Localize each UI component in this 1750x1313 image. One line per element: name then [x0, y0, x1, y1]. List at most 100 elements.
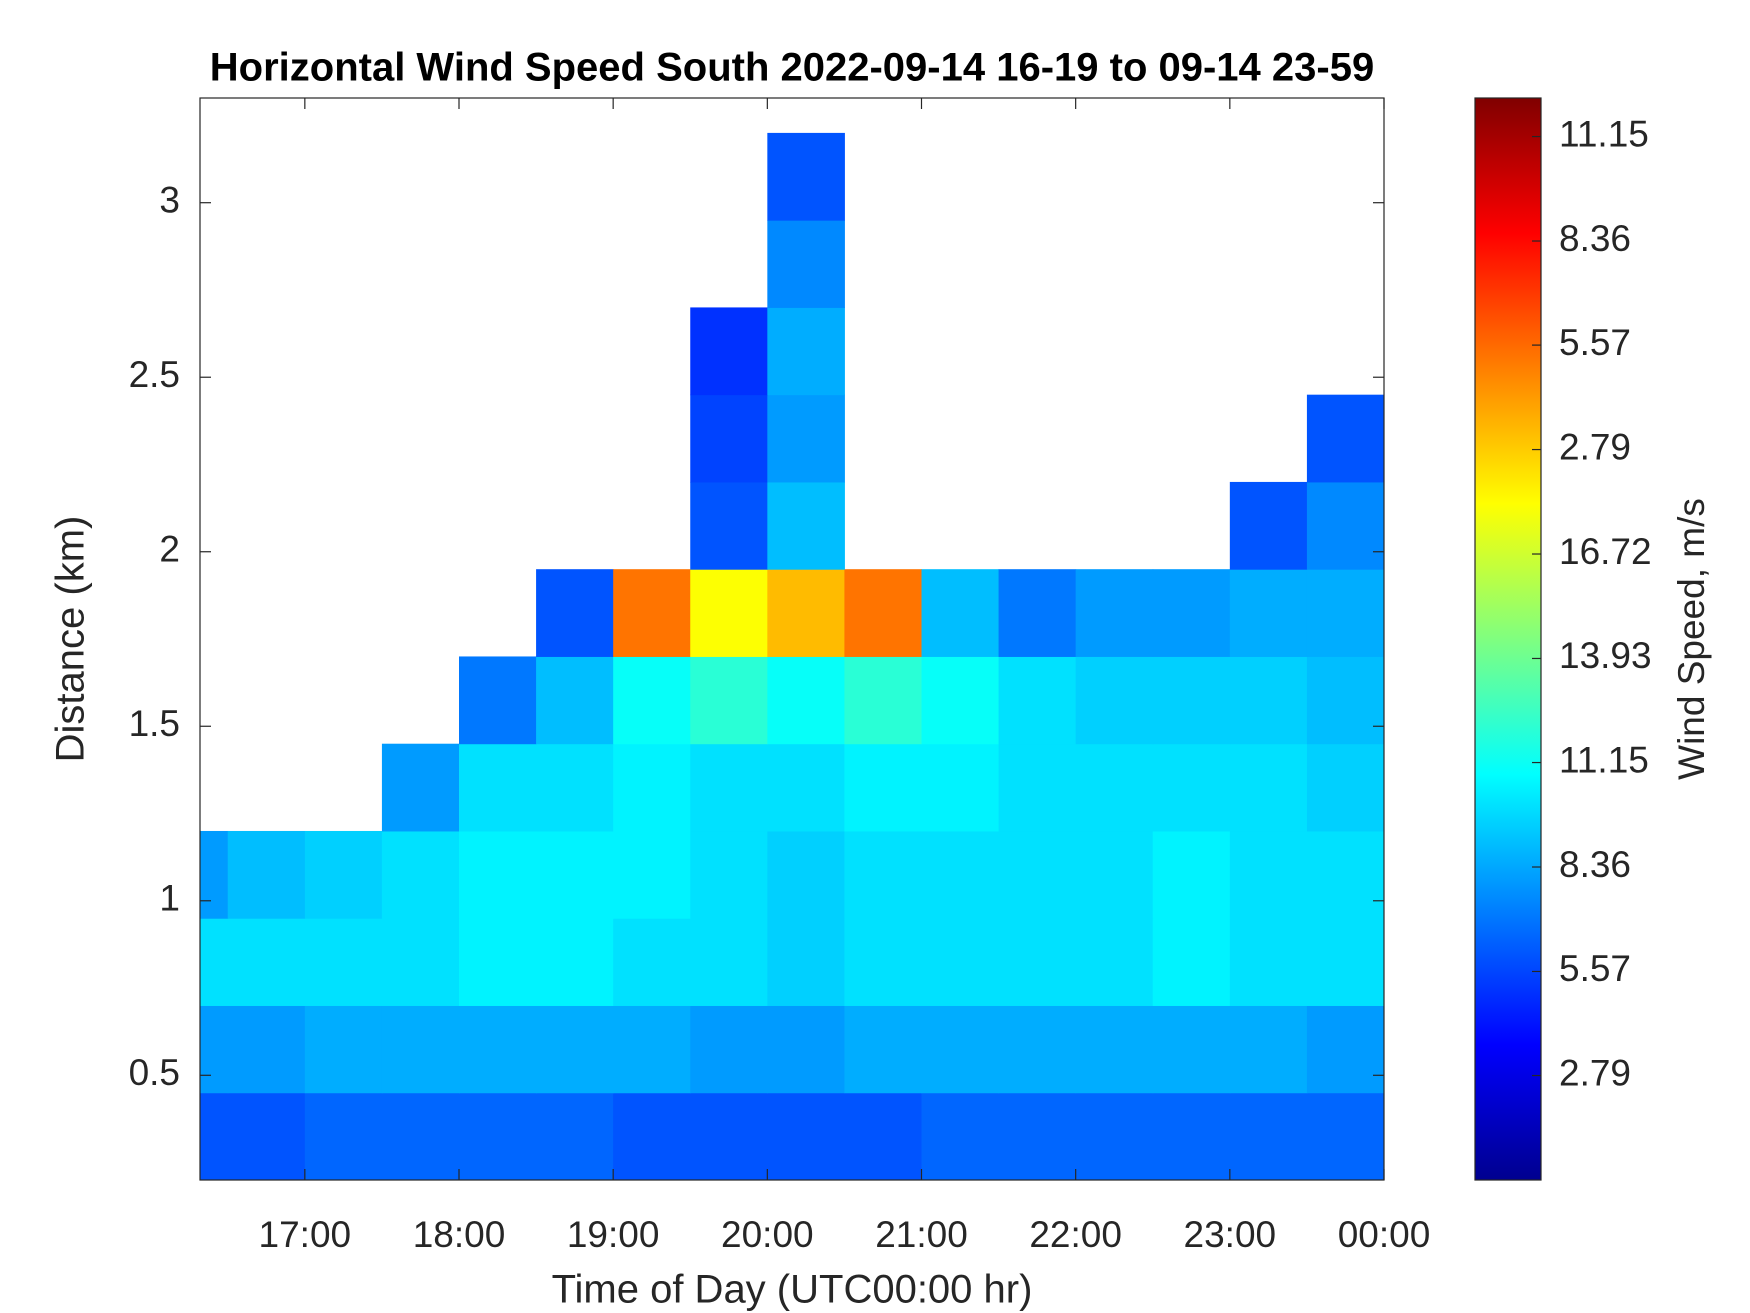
heatmap-cell — [536, 830, 614, 919]
plot-frame — [199, 97, 1385, 1181]
heatmap-cell — [690, 481, 768, 570]
colorbar-tick-label: 11.15 — [1559, 739, 1649, 780]
colorbar-tick-label: 11.15 — [1559, 113, 1649, 154]
y-tick-label: 2.5 — [129, 354, 180, 395]
heatmap-cell — [1075, 569, 1154, 657]
heatmap-cell — [690, 1005, 768, 1094]
x-tick-label: 23:00 — [1184, 1214, 1277, 1255]
heatmap-cell — [1229, 481, 1308, 570]
heatmap-cell — [1229, 1092, 1308, 1181]
heatmap-cell — [1229, 1005, 1308, 1094]
heatmap-cell — [844, 830, 922, 919]
heatmap-cell — [844, 1005, 922, 1094]
heatmap-cell — [1229, 743, 1308, 832]
heatmap-cell — [844, 569, 922, 657]
x-axis-label: Time of Day (UTC00:00 hr) — [552, 1268, 1033, 1312]
heatmap-cell — [921, 918, 1000, 1006]
heatmap-cell — [613, 656, 691, 745]
heatmap-cell — [1152, 918, 1231, 1006]
heatmap-cell — [767, 918, 845, 1006]
y-tick-label: 1.5 — [129, 703, 180, 744]
heatmap-cell — [381, 1005, 460, 1094]
colorbar-tick-label: 5.57 — [1559, 948, 1631, 989]
colorbar-tick-label: 8.36 — [1559, 844, 1631, 885]
heatmap-cell — [998, 656, 1077, 745]
heatmap-cell — [536, 1092, 614, 1181]
heatmap-cell — [921, 1005, 1000, 1094]
heatmap-cell — [613, 743, 691, 832]
heatmap-cell — [536, 569, 614, 657]
x-tick-label: 18:00 — [413, 1214, 506, 1255]
heatmap-cell — [998, 1092, 1077, 1181]
heatmap-cell — [998, 830, 1077, 919]
heatmap-cell — [690, 830, 768, 919]
heatmap — [200, 132, 1385, 1181]
heatmap-cell — [1075, 656, 1154, 745]
heatmap-cell — [459, 743, 537, 832]
x-tick-label: 00:00 — [1338, 1214, 1431, 1255]
heatmap-cell — [998, 743, 1077, 832]
heatmap-cell — [459, 1005, 537, 1094]
heatmap-cell — [767, 481, 845, 570]
heatmap-cell — [1075, 918, 1154, 1006]
heatmap-cell — [227, 1092, 306, 1181]
heatmap-cell — [613, 569, 691, 657]
heatmap-cell — [998, 1005, 1077, 1094]
heatmap-cell — [767, 394, 845, 483]
heatmap-cell — [536, 1005, 614, 1094]
x-tick-label: 19:00 — [567, 1214, 660, 1255]
heatmap-cell — [304, 830, 383, 919]
heatmap-cell — [381, 918, 460, 1006]
heatmap-cell — [690, 307, 768, 396]
heatmap-cell — [998, 918, 1077, 1006]
heatmap-cell — [767, 132, 845, 221]
heatmap-cell — [690, 569, 768, 657]
heatmap-cell — [1306, 569, 1385, 657]
colorbar-tick-label: 2.79 — [1559, 1052, 1631, 1093]
colorbar-tick-label: 2.79 — [1559, 426, 1631, 467]
x-tick-label: 22:00 — [1029, 1214, 1122, 1255]
heatmap-cell — [1229, 656, 1308, 745]
heatmap-cell — [1306, 656, 1385, 745]
heatmap-cell — [227, 830, 306, 919]
heatmap-cell — [1229, 569, 1308, 657]
heatmap-cell — [613, 918, 691, 1006]
heatmap-cell — [1306, 743, 1385, 832]
heatmap-cell — [381, 743, 460, 832]
heatmap-cell — [1075, 743, 1154, 832]
heatmap-cell — [921, 1092, 1000, 1181]
heatmap-cell — [200, 918, 229, 1006]
heatmap-cell — [459, 1092, 537, 1181]
heatmap-cell — [921, 569, 1000, 657]
heatmap-cell — [304, 918, 383, 1006]
colorbar-tick-label: 5.57 — [1559, 322, 1631, 363]
x-tick-label: 17:00 — [259, 1214, 352, 1255]
heatmap-cell — [1306, 394, 1385, 483]
heatmap-cell — [767, 569, 845, 657]
chart-title: Horizontal Wind Speed South 2022-09-14 1… — [210, 46, 1374, 90]
heatmap-cell — [536, 918, 614, 1006]
heatmap-cell — [767, 743, 845, 832]
colorbar — [1474, 97, 1542, 1181]
y-tick-label: 1 — [159, 878, 180, 919]
heatmap-cell — [767, 1005, 845, 1094]
x-tick-label: 21:00 — [875, 1214, 968, 1255]
y-axis-label: Distance (km) — [49, 516, 93, 763]
heatmap-cell — [998, 569, 1077, 657]
heatmap-cell — [1306, 1092, 1385, 1181]
heatmap-cell — [690, 394, 768, 483]
heatmap-cell — [1075, 1092, 1154, 1181]
heatmap-cell — [1152, 743, 1231, 832]
heatmap-cell — [1306, 481, 1385, 570]
heatmap-cell — [844, 743, 922, 832]
heatmap-cell — [381, 830, 460, 919]
heatmap-cell — [536, 656, 614, 745]
heatmap-cell — [844, 918, 922, 1006]
heatmap-cell — [1075, 1005, 1154, 1094]
heatmap-cell — [767, 830, 845, 919]
heatmap-cell — [200, 830, 229, 919]
heatmap-cell — [304, 1092, 383, 1181]
heatmap-cell — [1229, 830, 1308, 919]
heatmap-cell — [767, 307, 845, 396]
